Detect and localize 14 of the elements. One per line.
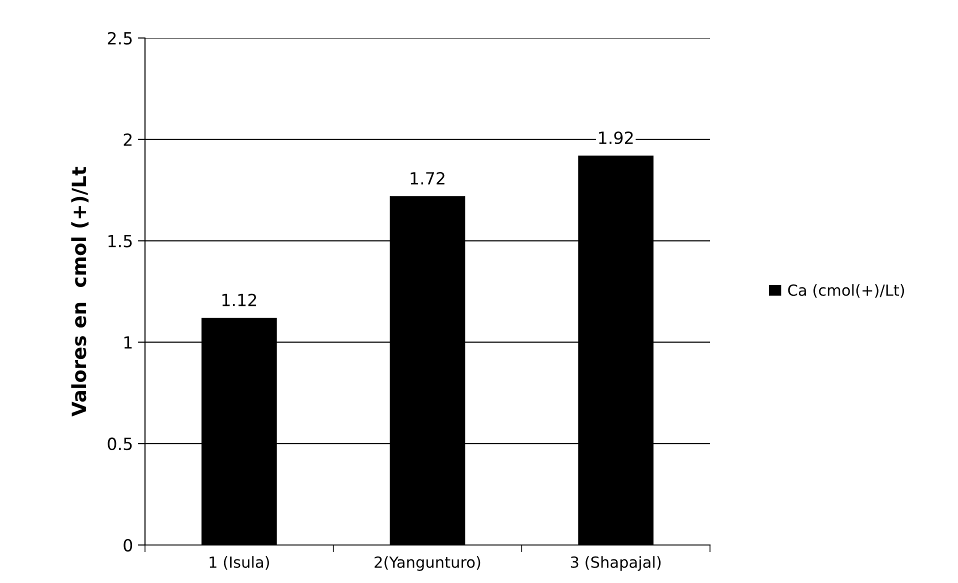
x-tick-label: 2(Yangunturo) <box>374 556 480 571</box>
y-tick-label: 1.5 <box>108 234 132 248</box>
y-axis-title: Valores en cmol (+)/Lt <box>71 166 89 417</box>
y-tick-label: 0 <box>124 538 132 552</box>
y-tick-label: 2.5 <box>108 32 132 45</box>
y-tick-label: 0.5 <box>108 438 132 450</box>
data-label: 1.72 <box>410 172 444 184</box>
legend-label: Ca (cmol(+)/Lt) <box>788 284 904 298</box>
y-tick-label: 1 <box>124 336 132 349</box>
x-tick-label: 3 (Shapajal) <box>570 556 661 571</box>
data-label: 1.12 <box>222 294 256 306</box>
y-tick-label: 2 <box>124 133 132 146</box>
data-label: 1.92 <box>599 131 633 144</box>
x-tick-label: 1 (Isula) <box>210 556 269 570</box>
